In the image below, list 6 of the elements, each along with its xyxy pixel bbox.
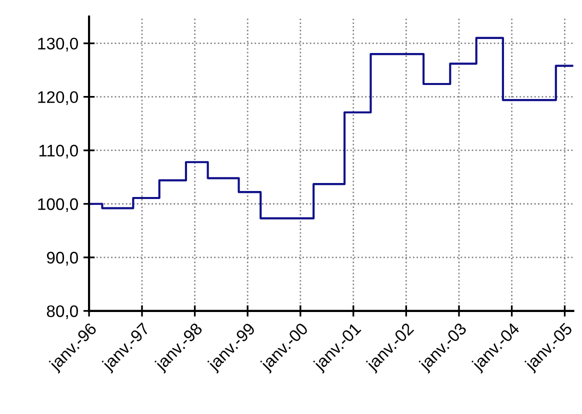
y-tick-label: 120,0 (38, 91, 78, 106)
y-tick-label: 130,0 (38, 38, 78, 52)
y-tick-label: 80,0 (46, 305, 78, 320)
y-tick-label: 110,0 (39, 144, 78, 159)
y-tick-label: 100,0 (38, 198, 78, 212)
y-tick-label: 90,0 (46, 252, 78, 266)
